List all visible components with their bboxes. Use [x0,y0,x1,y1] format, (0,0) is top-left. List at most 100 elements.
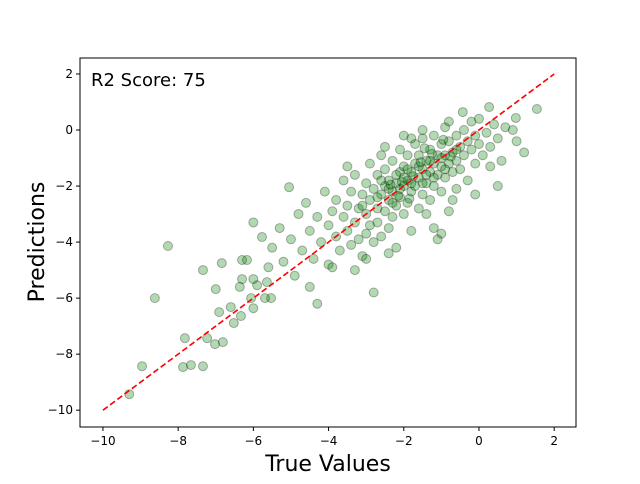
data-point [327,262,338,273]
data-point [228,318,239,329]
data-point [289,270,300,281]
data-point [402,175,413,186]
reference-line [102,73,555,411]
data-point [406,225,417,236]
data-point [473,113,484,124]
data-point [421,155,432,166]
data-point [387,155,398,166]
data-point [210,284,221,295]
data-point [440,164,451,175]
data-point [425,195,436,206]
data-point [312,211,323,222]
data-point [462,136,473,147]
data-point [297,245,308,256]
data-point [361,253,372,264]
data-point [372,169,383,180]
data-point [364,158,375,169]
data-point [398,130,409,141]
data-point [466,144,477,155]
data-point [410,139,421,150]
data-point [447,167,458,178]
data-point [237,274,248,285]
data-point [428,172,439,183]
data-point [443,158,454,169]
data-point [308,253,319,264]
data-point [428,223,439,234]
data-point [372,192,383,203]
data-point [137,361,148,372]
data-point [178,362,189,373]
data-point [485,161,496,172]
data-point [285,234,296,245]
data-point [237,255,248,266]
data-point [440,172,451,183]
data-point [500,122,511,133]
data-point [443,206,454,217]
x-tick-label: 2 [550,434,558,448]
y-tick-label: 2 [65,67,73,81]
data-point [466,116,477,127]
data-point [417,189,428,200]
data-point [455,164,466,175]
data-point [396,176,407,187]
data-point [402,197,413,208]
data-point [248,217,259,228]
data-point [447,195,458,206]
data-point [312,298,323,309]
data-point [413,161,424,172]
data-point [357,251,368,262]
data-point [323,259,334,270]
data-point [519,147,530,158]
x-axis: −10 −8 −6 −4 −2 0 2 [90,427,558,448]
data-point [383,248,394,259]
x-tick-label: 0 [475,434,483,448]
data-point [436,186,447,197]
data-point [217,337,228,348]
data-point [421,169,432,180]
data-point [383,223,394,234]
data-point [252,280,263,291]
data-point [368,183,379,194]
data-point [455,141,466,152]
data-point [413,150,424,161]
data-point [368,287,379,298]
data-point [274,223,285,234]
data-point [413,203,424,214]
data-point [410,158,421,169]
data-point [331,195,342,206]
data-point [470,158,481,169]
data-point [496,155,507,166]
x-tick-label: −2 [395,434,413,448]
data-point [421,209,432,220]
data-point [425,167,436,178]
x-tick-label: −8 [169,434,187,448]
data-point [162,241,173,252]
data-point [387,186,398,197]
points-layer [124,102,542,400]
data-point [260,293,271,304]
data-point [489,119,500,130]
data-point [334,245,345,256]
data-point [293,209,304,220]
data-point [395,167,406,178]
data-point [417,133,428,144]
data-point [342,200,353,211]
y-axis-label: Predictions [25,182,50,303]
data-point [197,361,208,372]
data-point [372,217,383,228]
data-point [393,190,404,201]
x-tick-label: −10 [90,434,115,448]
data-point [376,231,387,242]
data-point [395,144,406,155]
data-point [428,130,439,141]
data-point [395,192,406,203]
y-tick-label: −2 [55,179,73,193]
data-point [361,228,372,239]
data-point [398,161,409,172]
data-point [470,130,481,141]
data-point [391,242,402,253]
data-point [349,169,360,180]
data-point [492,181,503,192]
data-point [406,167,417,178]
